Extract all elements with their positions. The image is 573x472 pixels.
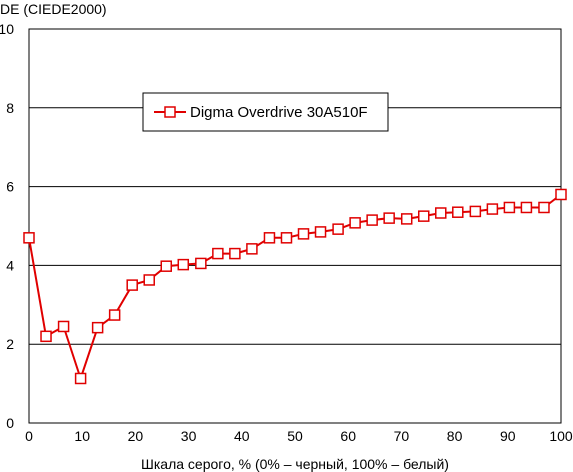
data-point-1 xyxy=(40,330,52,343)
y-tick-label-4: 8 xyxy=(6,100,14,116)
data-point-13 xyxy=(246,243,258,255)
data-point-6 xyxy=(126,279,138,291)
y-tick-label-5: 10 xyxy=(0,21,14,37)
data-point-30 xyxy=(538,201,550,214)
x-tick-label-6: 60 xyxy=(340,428,356,444)
x-axis-label: Шкала серого, % (0% – черный, 100% – бел… xyxy=(141,456,449,472)
x-tick-label-1: 10 xyxy=(74,428,90,444)
data-point-19 xyxy=(349,217,361,229)
data-point-23 xyxy=(417,210,430,222)
data-point-8 xyxy=(160,260,173,272)
data-point-11 xyxy=(212,247,224,260)
data-point-22 xyxy=(400,213,413,225)
data-point-14 xyxy=(263,232,276,244)
data-point-3 xyxy=(74,372,87,385)
legend: Digma Overdrive 30A510F xyxy=(142,92,389,132)
data-point-24 xyxy=(435,207,447,219)
data-point-25 xyxy=(452,206,464,218)
data-point-7 xyxy=(143,274,155,286)
data-point-12 xyxy=(229,247,241,260)
data-point-29 xyxy=(520,201,533,214)
data-point-20 xyxy=(366,214,378,226)
data-point-2 xyxy=(57,320,70,333)
y-tick-label-2: 4 xyxy=(6,257,14,273)
data-point-31 xyxy=(555,188,567,201)
series-digma xyxy=(23,188,567,385)
y-tick-label-0: 0 xyxy=(6,415,14,431)
x-tick-label-5: 50 xyxy=(287,428,303,444)
y-tick-labels: 0 2 4 6 8 10 xyxy=(0,21,14,431)
grid-lines xyxy=(29,28,561,424)
data-point-5 xyxy=(108,309,121,321)
x-tick-label-3: 30 xyxy=(181,428,197,444)
y-tick-label-3: 6 xyxy=(6,179,14,195)
data-point-16 xyxy=(297,228,310,240)
x-tick-label-8: 80 xyxy=(447,428,463,444)
data-point-18 xyxy=(332,223,344,235)
data-point-21 xyxy=(383,212,395,224)
x-tick-labels: 0 10 20 30 40 50 60 70 80 90 100 xyxy=(25,428,573,444)
data-point-28 xyxy=(503,201,516,214)
data-point-17 xyxy=(314,226,327,238)
data-point-9 xyxy=(177,258,190,271)
x-tick-label-10: 100 xyxy=(549,428,573,444)
x-tick-label-4: 40 xyxy=(234,428,250,444)
x-tick-label-7: 70 xyxy=(394,428,410,444)
y-tick-label-1: 2 xyxy=(6,336,14,352)
data-point-0 xyxy=(23,232,35,244)
y-axis-label: DE (CIEDE2000) xyxy=(0,1,107,17)
data-point-10 xyxy=(195,257,207,270)
x-tick-label-0: 0 xyxy=(25,428,33,444)
data-point-27 xyxy=(486,203,499,215)
data-point-4 xyxy=(91,321,104,334)
legend-label: Digma Overdrive 30A510F xyxy=(190,104,368,121)
data-point-15 xyxy=(280,232,293,244)
x-tick-label-9: 90 xyxy=(500,428,516,444)
plot-area xyxy=(28,28,562,424)
series-line-0 xyxy=(28,193,562,380)
legend-marker-sample xyxy=(164,106,176,118)
x-tick-label-2: 20 xyxy=(128,428,144,444)
data-point-26 xyxy=(469,205,482,218)
